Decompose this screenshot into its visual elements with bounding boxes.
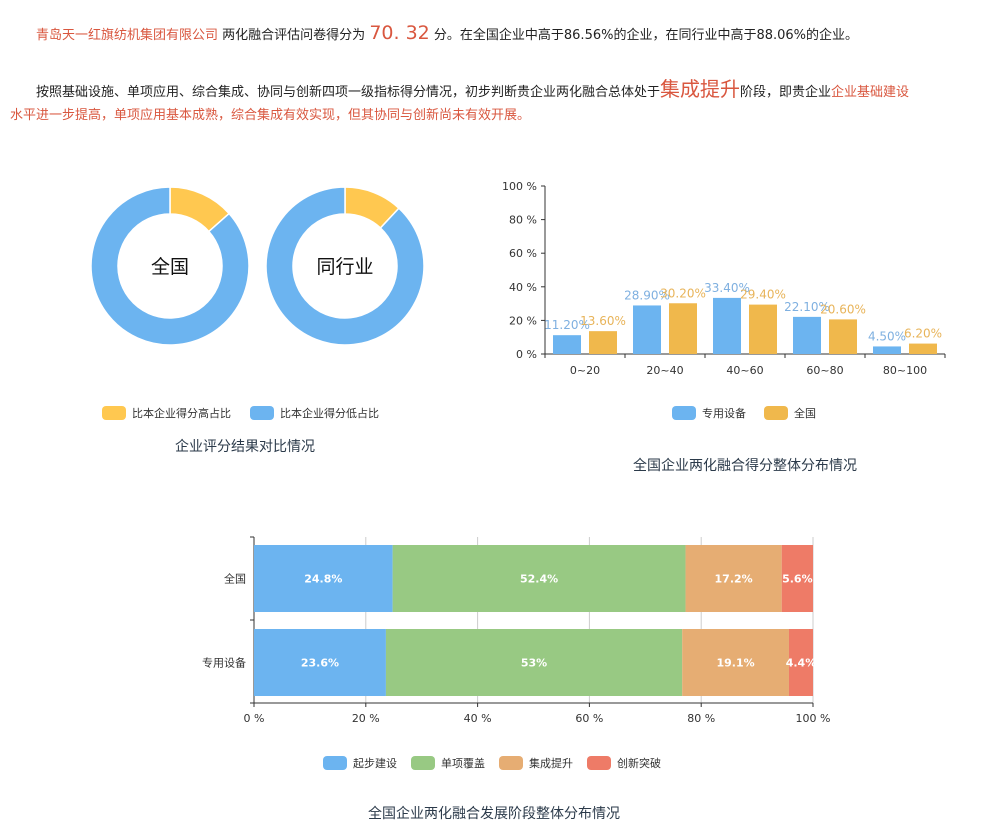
y-tick-label: 0 % bbox=[516, 348, 537, 361]
x-tick-label: 0 % bbox=[244, 712, 265, 725]
chart-caption: 全国企业两化融合发展阶段整体分布情况 bbox=[368, 805, 620, 822]
legend-swatch bbox=[672, 406, 696, 420]
legend-swatch bbox=[250, 406, 274, 420]
donut-slice bbox=[265, 186, 425, 346]
bar-data-label: 22.10% bbox=[784, 300, 830, 314]
donut-center-label: 全国 bbox=[151, 256, 189, 278]
legend-label: 创新突破 bbox=[617, 756, 661, 770]
legend-label: 比本企业得分高占比 bbox=[132, 406, 231, 420]
bar-data-label: 20.60% bbox=[820, 302, 866, 316]
bar-data-label: 13.60% bbox=[580, 314, 626, 328]
x-tick-label: 60 % bbox=[575, 712, 603, 725]
stacked-bar-segment bbox=[781, 545, 813, 612]
legend-swatch bbox=[499, 756, 523, 770]
score: 70. 32 bbox=[369, 22, 430, 44]
chart-caption: 企业评分结果对比情况 bbox=[175, 438, 315, 455]
legend-swatch bbox=[587, 756, 611, 770]
x-tick-label: 40~60 bbox=[726, 364, 763, 377]
bar-data-label: 29.40% bbox=[740, 288, 786, 302]
summary-text: 按照基础设施、单项应用、综合集成、协同与创新四项一级指标得分情况，初步判断贵企业… bbox=[36, 85, 661, 100]
x-tick-label: 80 % bbox=[687, 712, 715, 725]
bar-data-label: 53% bbox=[521, 657, 547, 670]
company-name: 青岛天一红旗纺机集团有限公司 bbox=[36, 28, 219, 43]
bar bbox=[713, 297, 741, 354]
legend-label: 比本企业得分低占比 bbox=[280, 406, 379, 420]
donut-center-label: 同行业 bbox=[316, 256, 373, 278]
chart-caption: 全国企业两化融合得分整体分布情况 bbox=[633, 457, 857, 474]
bar-data-label: 11.20% bbox=[544, 318, 590, 332]
bar bbox=[793, 316, 821, 354]
bar-data-label: 6.20% bbox=[904, 327, 942, 341]
stacked-bar-segment bbox=[685, 545, 782, 612]
legend-swatch bbox=[764, 406, 788, 420]
y-category-label: 专用设备 bbox=[202, 656, 246, 670]
legend-swatch bbox=[102, 406, 126, 420]
bar bbox=[669, 303, 697, 354]
legend-label: 起步建设 bbox=[353, 756, 397, 770]
bar bbox=[589, 331, 617, 354]
legend-label: 单项覆盖 bbox=[441, 756, 485, 770]
summary-text: 阶段，即贵企业 bbox=[740, 85, 832, 100]
bar-data-label: 4.50% bbox=[868, 329, 906, 343]
stacked-bar-segment bbox=[392, 545, 686, 612]
summary-red-text: 企业基础建设 bbox=[831, 85, 910, 100]
bar-data-label: 23.6% bbox=[301, 657, 339, 670]
bar-data-label: 24.8% bbox=[304, 573, 342, 586]
legend-label: 专用设备 bbox=[702, 406, 746, 420]
legend-label: 集成提升 bbox=[529, 756, 573, 770]
bar-data-label: 5.6% bbox=[782, 573, 813, 586]
legend-swatch bbox=[411, 756, 435, 770]
donut-slice bbox=[90, 186, 250, 346]
summary-line-2: 按照基础设施、单项应用、综合集成、协同与创新四项一级指标得分情况，初步判断贵企业… bbox=[36, 73, 909, 102]
x-tick-label: 60~80 bbox=[806, 364, 843, 377]
stacked-bar-segment bbox=[682, 629, 789, 696]
bar bbox=[553, 335, 581, 354]
bar bbox=[909, 343, 937, 354]
x-tick-label: 20~40 bbox=[646, 364, 683, 377]
bar bbox=[633, 305, 661, 354]
y-tick-label: 100 % bbox=[502, 180, 537, 193]
bar-data-label: 28.90% bbox=[624, 288, 670, 302]
bar-data-label: 30.20% bbox=[660, 286, 706, 300]
summary-text: 两化融合评估问卷得分为 bbox=[222, 28, 366, 43]
y-tick-label: 60 % bbox=[509, 247, 537, 260]
bar bbox=[873, 346, 901, 354]
summary-text: 分。在全国企业中高于86.56%的企业，在同行业中高于88.06%的企业。 bbox=[433, 28, 859, 43]
x-tick-label: 0~20 bbox=[570, 364, 600, 377]
stacked-bar-segment bbox=[788, 629, 813, 696]
bar-data-label: 52.4% bbox=[520, 573, 558, 586]
bar-data-label: 33.40% bbox=[704, 281, 750, 295]
bar-data-label: 19.1% bbox=[716, 657, 754, 670]
stage: 集成提升 bbox=[660, 77, 741, 101]
y-tick-label: 40 % bbox=[509, 281, 537, 294]
stacked-bar-segment bbox=[254, 629, 386, 696]
bar bbox=[829, 319, 857, 354]
x-tick-label: 40 % bbox=[464, 712, 492, 725]
bar-data-label: 4.4% bbox=[786, 657, 817, 670]
y-tick-label: 20 % bbox=[509, 314, 537, 327]
summary-line-1: 青岛天一红旗纺机集团有限公司 两化融合评估问卷得分为 70. 32 分。在全国企… bbox=[36, 22, 858, 44]
bar bbox=[749, 304, 777, 354]
legend-swatch bbox=[323, 756, 347, 770]
stacked-bar-segment bbox=[385, 629, 683, 696]
x-tick-label: 80~100 bbox=[883, 364, 927, 377]
x-tick-label: 100 % bbox=[796, 712, 831, 725]
stacked-bar-segment bbox=[254, 545, 393, 612]
y-tick-label: 80 % bbox=[509, 214, 537, 227]
bar-data-label: 17.2% bbox=[715, 573, 753, 586]
summary-line-3: 水平进一步提高，单项应用基本成熟，综合集成有效实现，但其协同与创新尚未有效开展。 bbox=[10, 108, 531, 123]
y-category-label: 全国 bbox=[224, 572, 246, 586]
legend-label: 全国 bbox=[794, 406, 816, 420]
x-tick-label: 20 % bbox=[352, 712, 380, 725]
